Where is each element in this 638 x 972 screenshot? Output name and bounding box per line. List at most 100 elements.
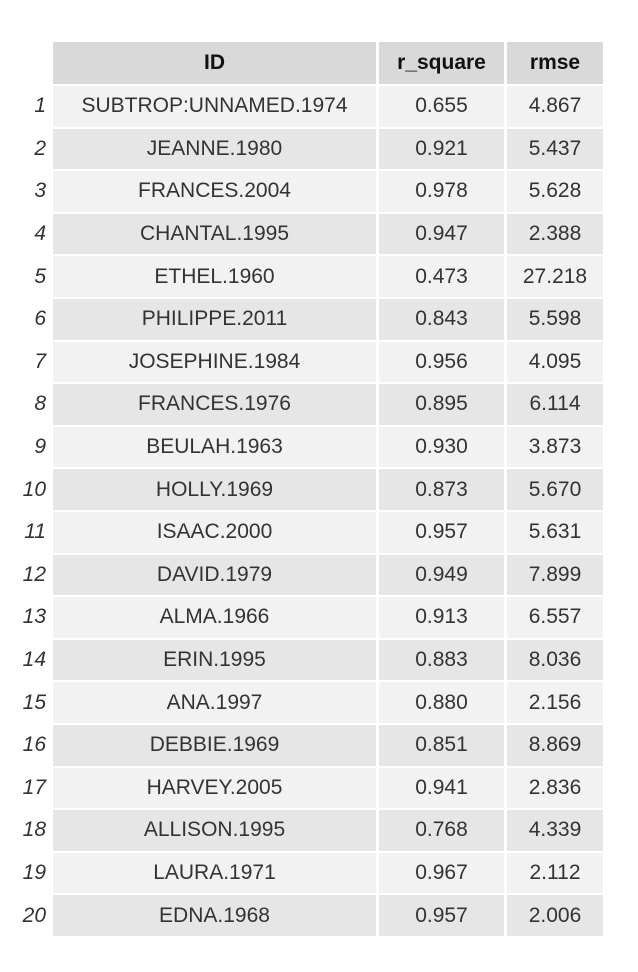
id-cell: EDNA.1968 bbox=[53, 895, 379, 938]
rmse-cell: 5.437 bbox=[507, 128, 603, 172]
id-cell: HARVEY.2005 bbox=[53, 767, 379, 811]
rmse-cell: 4.339 bbox=[507, 810, 603, 853]
row-number: 9 bbox=[14, 426, 53, 470]
table-row: 17 HARVEY.2005 0.941 2.836 bbox=[14, 767, 603, 811]
table-row: 2 JEANNE.1980 0.921 5.437 bbox=[14, 128, 603, 172]
id-cell: CHANTAL.1995 bbox=[53, 213, 379, 257]
r-square-column-header[interactable]: r_square bbox=[379, 42, 507, 86]
table-row: 3 FRANCES.2004 0.978 5.628 bbox=[14, 171, 603, 214]
r-square-cell: 0.967 bbox=[379, 852, 507, 896]
r-square-cell: 0.473 bbox=[379, 256, 507, 299]
table-row: 18 ALLISON.1995 0.768 4.339 bbox=[14, 810, 603, 853]
id-cell: PHILIPPE.2011 bbox=[53, 298, 379, 342]
table-row: 9 BEULAH.1963 0.930 3.873 bbox=[14, 426, 603, 470]
r-square-cell: 0.949 bbox=[379, 554, 507, 598]
rmse-cell: 2.112 bbox=[507, 852, 603, 896]
rownum-header bbox=[14, 42, 53, 86]
row-number: 13 bbox=[14, 597, 53, 640]
id-cell: DAVID.1979 bbox=[53, 554, 379, 598]
row-number: 2 bbox=[14, 128, 53, 172]
r-square-cell: 0.913 bbox=[379, 597, 507, 640]
id-cell: ISAAC.2000 bbox=[53, 511, 379, 555]
r-square-cell: 0.768 bbox=[379, 810, 507, 853]
table-row: 6 PHILIPPE.2011 0.843 5.598 bbox=[14, 298, 603, 342]
rmse-column-header[interactable]: rmse bbox=[507, 42, 603, 86]
rmse-cell: 6.114 bbox=[507, 384, 603, 427]
rmse-cell: 4.867 bbox=[507, 86, 603, 129]
row-number: 8 bbox=[14, 384, 53, 427]
id-cell: JEANNE.1980 bbox=[53, 128, 379, 172]
row-number: 7 bbox=[14, 341, 53, 385]
id-cell: JOSEPHINE.1984 bbox=[53, 341, 379, 385]
row-number: 15 bbox=[14, 682, 53, 725]
rmse-cell: 8.869 bbox=[507, 724, 603, 768]
r-square-cell: 0.930 bbox=[379, 426, 507, 470]
r-square-cell: 0.957 bbox=[379, 511, 507, 555]
row-number: 4 bbox=[14, 213, 53, 257]
r-square-cell: 0.947 bbox=[379, 213, 507, 257]
table-row: 5 ETHEL.1960 0.473 27.218 bbox=[14, 256, 603, 299]
rmse-cell: 4.095 bbox=[507, 341, 603, 385]
r-square-cell: 0.956 bbox=[379, 341, 507, 385]
table-row: 19 LAURA.1971 0.967 2.112 bbox=[14, 852, 603, 896]
id-cell: SUBTROP:UNNAMED.1974 bbox=[53, 86, 379, 129]
rmse-cell: 6.557 bbox=[507, 597, 603, 640]
row-number: 3 bbox=[14, 171, 53, 214]
id-cell: ALMA.1966 bbox=[53, 597, 379, 640]
rmse-cell: 3.873 bbox=[507, 426, 603, 470]
row-number: 14 bbox=[14, 639, 53, 683]
rmse-cell: 2.006 bbox=[507, 895, 603, 938]
table-row: 8 FRANCES.1976 0.895 6.114 bbox=[14, 384, 603, 427]
id-cell: ANA.1997 bbox=[53, 682, 379, 725]
rmse-cell: 5.598 bbox=[507, 298, 603, 342]
r-square-cell: 0.655 bbox=[379, 86, 507, 129]
row-number: 1 bbox=[14, 86, 53, 129]
table-row: 20 EDNA.1968 0.957 2.006 bbox=[14, 895, 603, 938]
table-row: 1 SUBTROP:UNNAMED.1974 0.655 4.867 bbox=[14, 86, 603, 129]
id-cell: LAURA.1971 bbox=[53, 852, 379, 896]
table-row: 12 DAVID.1979 0.949 7.899 bbox=[14, 554, 603, 598]
table-header: ID r_square rmse bbox=[14, 42, 603, 86]
id-cell: FRANCES.2004 bbox=[53, 171, 379, 214]
r-square-cell: 0.843 bbox=[379, 298, 507, 342]
rmse-cell: 5.631 bbox=[507, 511, 603, 555]
rmse-cell: 2.388 bbox=[507, 213, 603, 257]
table-row: 4 CHANTAL.1995 0.947 2.388 bbox=[14, 213, 603, 257]
row-number: 16 bbox=[14, 724, 53, 768]
r-square-cell: 0.880 bbox=[379, 682, 507, 725]
row-number: 6 bbox=[14, 298, 53, 342]
id-cell: HOLLY.1969 bbox=[53, 469, 379, 512]
rmse-cell: 27.218 bbox=[507, 256, 603, 299]
id-cell: BEULAH.1963 bbox=[53, 426, 379, 470]
table-row: 7 JOSEPHINE.1984 0.956 4.095 bbox=[14, 341, 603, 385]
r-square-cell: 0.883 bbox=[379, 639, 507, 683]
r-square-cell: 0.851 bbox=[379, 724, 507, 768]
row-number: 10 bbox=[14, 469, 53, 512]
table-row: 11 ISAAC.2000 0.957 5.631 bbox=[14, 511, 603, 555]
row-number: 20 bbox=[14, 895, 53, 938]
row-number: 5 bbox=[14, 256, 53, 299]
id-cell: ETHEL.1960 bbox=[53, 256, 379, 299]
id-column-header[interactable]: ID bbox=[53, 42, 379, 86]
rmse-cell: 5.670 bbox=[507, 469, 603, 512]
row-number: 17 bbox=[14, 767, 53, 811]
r-square-cell: 0.978 bbox=[379, 171, 507, 214]
table-row: 16 DEBBIE.1969 0.851 8.869 bbox=[14, 724, 603, 768]
r-square-cell: 0.921 bbox=[379, 128, 507, 172]
table-row: 15 ANA.1997 0.880 2.156 bbox=[14, 682, 603, 725]
rmse-cell: 5.628 bbox=[507, 171, 603, 214]
rmse-cell: 2.156 bbox=[507, 682, 603, 725]
row-number: 18 bbox=[14, 810, 53, 853]
header-row: ID r_square rmse bbox=[14, 42, 603, 86]
r-square-cell: 0.941 bbox=[379, 767, 507, 811]
rmse-cell: 8.036 bbox=[507, 639, 603, 683]
r-square-cell: 0.895 bbox=[379, 384, 507, 427]
id-cell: FRANCES.1976 bbox=[53, 384, 379, 427]
rmse-cell: 7.899 bbox=[507, 554, 603, 598]
table-body: 1 SUBTROP:UNNAMED.1974 0.655 4.867 2 JEANNE.1… bbox=[14, 86, 603, 938]
table-row: 14 ERIN.1995 0.883 8.036 bbox=[14, 639, 603, 683]
id-cell: ALLISON.1995 bbox=[53, 810, 379, 853]
row-number: 19 bbox=[14, 852, 53, 896]
table-row: 10 HOLLY.1969 0.873 5.670 bbox=[14, 469, 603, 512]
table-row: 13 ALMA.1966 0.913 6.557 bbox=[14, 597, 603, 640]
